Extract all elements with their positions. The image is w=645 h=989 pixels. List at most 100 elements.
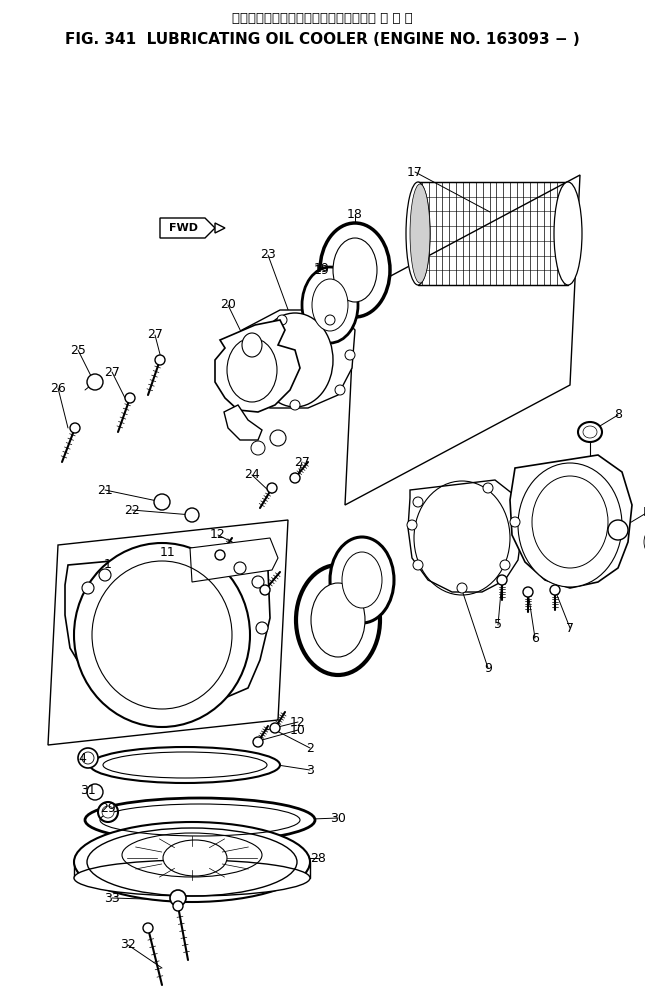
Ellipse shape: [85, 798, 315, 842]
Ellipse shape: [267, 483, 277, 493]
Ellipse shape: [518, 463, 622, 587]
Text: 25: 25: [70, 343, 86, 356]
Ellipse shape: [87, 374, 103, 390]
Ellipse shape: [154, 494, 170, 510]
Text: 4: 4: [78, 752, 86, 764]
Ellipse shape: [257, 313, 333, 407]
Text: 5: 5: [494, 618, 502, 632]
Ellipse shape: [78, 748, 98, 768]
Ellipse shape: [311, 583, 365, 657]
Text: 12: 12: [210, 528, 226, 542]
Ellipse shape: [185, 508, 199, 522]
Ellipse shape: [497, 575, 507, 585]
Ellipse shape: [500, 560, 510, 570]
Text: 28: 28: [310, 852, 326, 864]
Ellipse shape: [143, 923, 153, 933]
Ellipse shape: [256, 622, 268, 634]
Ellipse shape: [270, 723, 280, 733]
Ellipse shape: [330, 537, 394, 623]
Text: 17: 17: [407, 165, 423, 178]
Ellipse shape: [74, 822, 310, 902]
Text: 32: 32: [120, 939, 136, 951]
Ellipse shape: [234, 562, 246, 574]
Ellipse shape: [523, 587, 533, 597]
Ellipse shape: [342, 552, 382, 608]
Text: FIG. 341  LUBRICATING OIL COOLER (ENGINE NO. 163093 − ): FIG. 341 LUBRICATING OIL COOLER (ENGINE …: [64, 33, 579, 47]
Ellipse shape: [312, 279, 348, 331]
Ellipse shape: [578, 422, 602, 442]
Ellipse shape: [253, 737, 263, 747]
Ellipse shape: [277, 315, 287, 325]
Text: 22: 22: [124, 503, 140, 516]
Text: 7: 7: [566, 621, 574, 635]
Ellipse shape: [163, 840, 227, 876]
Ellipse shape: [320, 223, 390, 317]
Ellipse shape: [325, 315, 335, 325]
Ellipse shape: [90, 747, 280, 783]
Ellipse shape: [644, 533, 645, 551]
Text: 20: 20: [220, 299, 236, 312]
Text: 27: 27: [147, 328, 163, 341]
Ellipse shape: [155, 355, 165, 365]
Ellipse shape: [406, 182, 430, 285]
Polygon shape: [224, 405, 262, 440]
Text: 18: 18: [347, 209, 363, 222]
Ellipse shape: [290, 400, 300, 410]
Text: 27: 27: [104, 366, 120, 379]
Text: 29: 29: [100, 801, 116, 815]
Ellipse shape: [242, 333, 262, 357]
Ellipse shape: [98, 802, 118, 822]
Ellipse shape: [510, 517, 520, 527]
Text: I3: I3: [642, 505, 645, 518]
Text: 12: 12: [290, 715, 306, 729]
Ellipse shape: [247, 385, 257, 395]
Ellipse shape: [252, 576, 264, 588]
Text: 21: 21: [97, 484, 113, 496]
Polygon shape: [215, 320, 300, 412]
Ellipse shape: [290, 473, 300, 483]
Text: 31: 31: [80, 783, 96, 796]
Ellipse shape: [296, 565, 380, 675]
Ellipse shape: [82, 752, 94, 764]
Text: 24: 24: [244, 469, 260, 482]
Ellipse shape: [583, 426, 597, 438]
Ellipse shape: [125, 393, 135, 403]
Ellipse shape: [99, 569, 111, 581]
Polygon shape: [215, 223, 225, 233]
Ellipse shape: [270, 430, 286, 446]
Ellipse shape: [302, 267, 358, 343]
Ellipse shape: [102, 806, 114, 818]
Ellipse shape: [215, 550, 225, 560]
Ellipse shape: [239, 350, 249, 360]
Ellipse shape: [227, 338, 277, 402]
Ellipse shape: [413, 560, 423, 570]
Text: 33: 33: [104, 891, 120, 905]
Polygon shape: [408, 480, 522, 592]
Polygon shape: [160, 218, 215, 238]
Text: 3: 3: [306, 764, 314, 776]
Text: 6: 6: [531, 632, 539, 645]
Polygon shape: [190, 538, 278, 582]
Ellipse shape: [554, 182, 582, 285]
Ellipse shape: [173, 901, 183, 911]
Ellipse shape: [457, 583, 467, 593]
Ellipse shape: [333, 238, 377, 302]
Text: 10: 10: [290, 724, 306, 737]
Text: 19: 19: [314, 263, 330, 277]
Ellipse shape: [483, 483, 493, 493]
Ellipse shape: [82, 582, 94, 594]
Text: 23: 23: [260, 248, 276, 261]
Ellipse shape: [608, 520, 628, 540]
Ellipse shape: [335, 385, 345, 395]
Text: 11: 11: [160, 546, 176, 559]
Ellipse shape: [413, 497, 423, 507]
Polygon shape: [510, 455, 632, 588]
Text: ルーブリケーティングオイルクーラ　適 用 号 機: ルーブリケーティングオイルクーラ 適 用 号 機: [232, 12, 412, 25]
Text: 2: 2: [306, 742, 314, 755]
Ellipse shape: [260, 585, 270, 595]
Text: 1: 1: [104, 559, 112, 572]
Ellipse shape: [407, 520, 417, 530]
Text: 9: 9: [484, 662, 492, 674]
Text: 27: 27: [294, 456, 310, 469]
Ellipse shape: [251, 441, 265, 455]
